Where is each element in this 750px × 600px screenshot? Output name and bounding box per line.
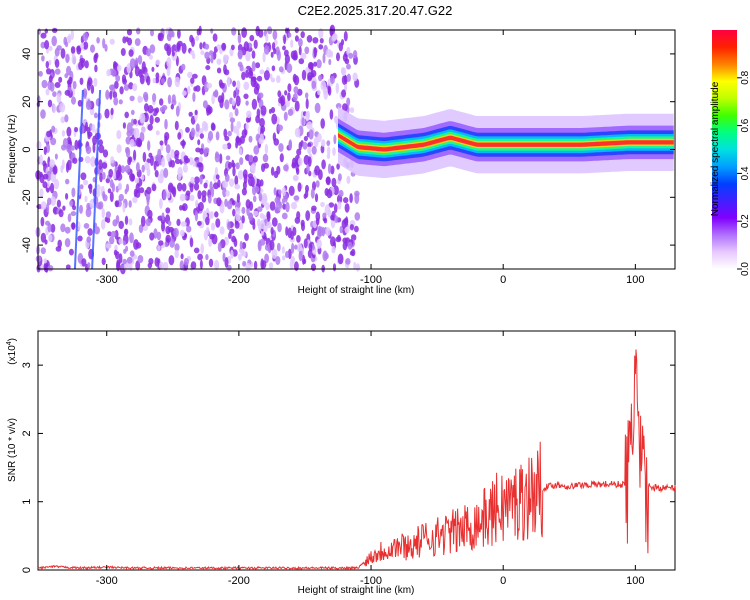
colorbar-tick-label: 0.6 [740,118,750,132]
y-tick-label: 0 [21,146,33,152]
snr-y-axis-label: SNR (10 * v/v) [7,418,18,482]
snr-y-ticks: 0 1 2 3 [21,362,675,573]
x-tick-label: -300 [96,575,118,587]
colorbar-tick-label: 0.8 [740,70,750,84]
y-tick-label: -40 [21,237,33,253]
colorbar-gradient [712,30,737,269]
spectrogram-y-ticks: -40 -20 0 20 40 [21,48,675,253]
x-tick-label: -300 [96,274,118,286]
svg-text:(x104): (x104) [6,338,18,365]
y-tick-label: 0 [21,567,33,573]
x-tick-label: -200 [228,575,250,587]
y-tick-label: -20 [21,189,33,205]
colorbar: 0.0 0.2 0.4 0.6 0.8 Normalized spectral ampl… [710,30,750,276]
colorbar-tick-label: 0.2 [740,214,750,228]
x-tick-label: -200 [228,274,250,286]
x-tick-label: 0 [500,575,506,587]
snr-y-scale-prefix: (x10 [7,345,18,365]
snr-y-scale-exponent: 4 [6,341,13,345]
y-tick-label: 1 [21,499,33,505]
y-tick-label: 2 [21,430,33,436]
x-tick-label: 100 [626,274,644,286]
snr-y-scale-label: (x104) [6,338,18,365]
colorbar-tick-label: 0.4 [740,166,750,180]
spectrogram-x-axis-label: Height of straight line (km) [298,285,415,296]
x-tick-label: -100 [360,575,382,587]
colorbar-label: Normalized spectral amplitude [710,81,721,216]
snr-panel: -300 -200 -100 0 100 0 1 2 3 Height of straight… [6,330,676,596]
spectrogram-y-axis-label: Frequency (Hz) [7,115,18,184]
y-tick-label: 40 [21,48,33,60]
x-tick-label: 0 [500,274,506,286]
colorbar-ticks: 0.0 0.2 0.4 0.6 0.8 [737,70,750,276]
y-tick-label: 3 [21,362,33,368]
x-tick-label: -100 [360,274,382,286]
snr-series-line [37,349,676,571]
spectrogram-signal-trace [338,106,674,179]
y-tick-label: 20 [21,96,33,108]
snr-x-axis-label: Height of straight line (km) [298,585,415,596]
colorbar-tick-label: 0.0 [740,262,750,276]
snr-frame [37,330,676,571]
snr-x-ticks: -300 -200 -100 0 100 [96,331,645,587]
x-tick-label: 100 [626,575,644,587]
figure-title: C2E2.2025.317.20.47.G22 [298,3,453,18]
spectrogram-x-ticks: -300 -200 -100 0 100 [96,30,645,286]
